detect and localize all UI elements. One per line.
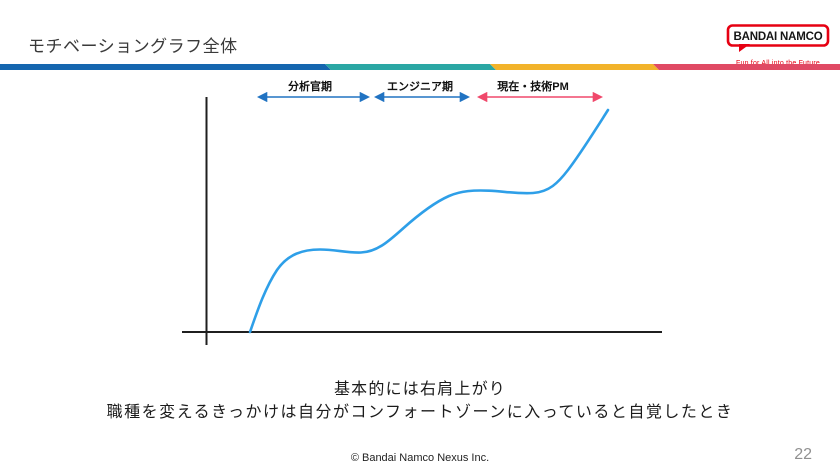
- bandai-namco-logo-bubble: BANDAI NAMCO: [726, 24, 830, 52]
- copyright-footer: © Bandai Namco Nexus Inc.: [350, 452, 490, 464]
- logo-speech-tail: [739, 44, 750, 52]
- page-number: 22: [794, 446, 812, 463]
- period-label-tech-pm: 現在・技術PM: [497, 81, 569, 93]
- bandai-namco-logo: BANDAI NAMCO Fun for All into the Future: [726, 24, 830, 67]
- period-label-engineer: エンジニア期: [387, 81, 453, 93]
- motivation-curve: [248, 108, 610, 334]
- page-title: モチベーショングラフ全体: [28, 37, 238, 56]
- summary-line-1: 基本的には右肩上がり: [333, 381, 506, 398]
- logo-brand-text: BANDAI NAMCO: [734, 31, 823, 43]
- period-label-analyst: 分析官期: [288, 81, 332, 93]
- logo-tagline: Fun for All into the Future: [726, 60, 830, 67]
- summary-line-2: 職種を変えるきっかけは自分がコンフォートゾーンに入っていると自覚したとき: [106, 404, 734, 421]
